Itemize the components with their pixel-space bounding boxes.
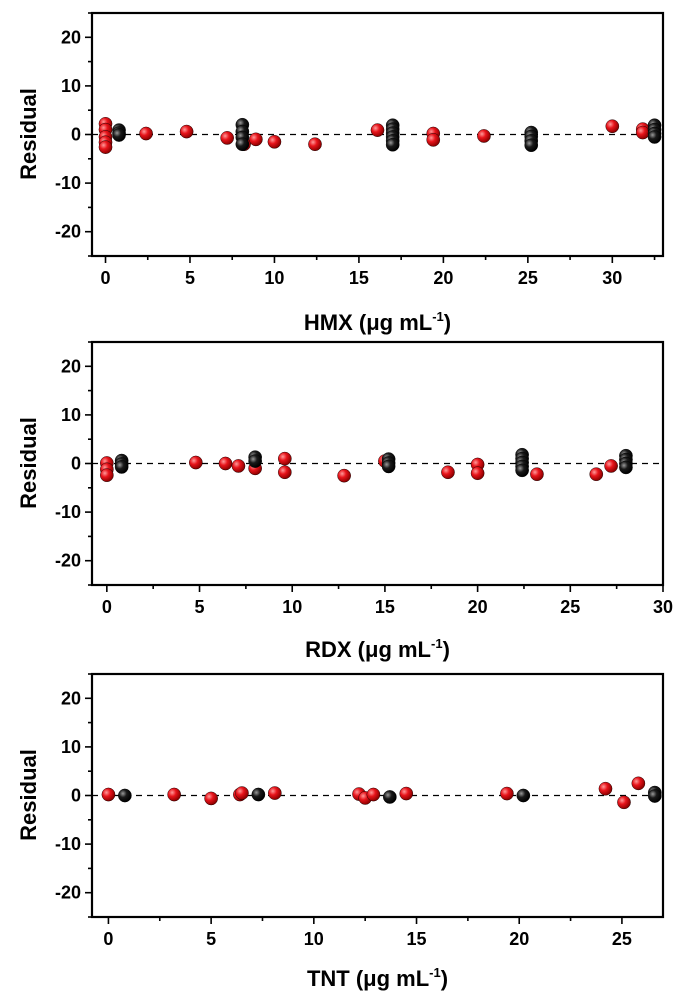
y-tick-label: 20 [61, 356, 81, 376]
data-point-s1-4 [189, 455, 203, 470]
data-point-s1-11 [500, 786, 514, 801]
x-tick-label: 10 [282, 597, 302, 617]
x-tick-label: 5 [185, 268, 195, 288]
data-point-s2-5 [248, 454, 262, 468]
data-point-s1-10 [249, 132, 263, 147]
x-axis-title: RDX (μg mL-1) [305, 636, 450, 662]
data-point-s2-7 [235, 137, 250, 152]
data-point-s1-10 [399, 786, 414, 801]
y-tick-label: 0 [71, 786, 81, 806]
y-tick-label: 0 [71, 125, 81, 145]
data-point-s1-16 [589, 467, 604, 481]
data-point-s1-17 [604, 459, 618, 473]
data-point-s1-6 [231, 459, 246, 473]
y-tick-label: 20 [61, 27, 81, 47]
data-point-s1-12 [308, 137, 322, 152]
x-tick-label: 10 [304, 929, 324, 949]
data-point-s1-13 [617, 795, 631, 810]
data-point-s1-12 [598, 781, 613, 796]
y-tick-label: 10 [61, 405, 81, 425]
y-axis-title: Residual [16, 749, 41, 841]
y-tick-label: -10 [55, 173, 81, 193]
y-tick-label: -10 [55, 502, 81, 522]
data-point-s2-3 [114, 460, 129, 474]
x-tick-label: 25 [518, 268, 538, 288]
x-tick-label: 30 [653, 597, 673, 617]
x-tick-label: 20 [433, 268, 453, 288]
y-tick-label: -20 [55, 222, 81, 242]
x-tick-label: 30 [602, 268, 622, 288]
y-tick-label: 10 [61, 76, 81, 96]
data-point-s1-11 [267, 134, 282, 149]
plot-panel-1: 20 10 0 -10 -20 0 5 10 15 20 25 30 HMX (μg mL-1) Resi… [16, 11, 665, 335]
data-point-s2-3 [383, 790, 397, 804]
data-point-s1-9 [278, 465, 292, 480]
data-point-s1-3 [204, 791, 218, 806]
x-tick-label: 25 [560, 597, 580, 617]
data-point-s1-2 [167, 787, 181, 802]
data-point-s1-17 [605, 119, 620, 134]
data-point-s1-8 [220, 131, 234, 145]
x-tick-label: 10 [264, 268, 284, 288]
x-axis-title: TNT (μg mL-1) [307, 965, 448, 991]
y-tick-label: -20 [55, 883, 81, 903]
data-point-s1-10 [337, 468, 351, 483]
plot-panel-3: 20 10 0 -10 -20 0 5 10 15 20 25 TNT (μg mL-1) Residu… [16, 672, 665, 991]
data-point-s1-19 [635, 125, 650, 140]
data-point-s2-13 [515, 463, 529, 478]
data-point-s1-6 [139, 126, 153, 141]
data-point-s1-16 [477, 129, 491, 143]
data-point-s2-8 [381, 459, 396, 474]
y-axis-title: Residual [16, 88, 41, 180]
data-point-s2-17 [619, 460, 633, 475]
plot-panel-2: 20 10 0 -10 -20 0 5 10 15 20 25 30 RDX (μg mL-1) Resi… [16, 340, 673, 662]
data-point-s1-5 [235, 786, 249, 800]
y-axis-title: Residual [16, 417, 41, 509]
x-axis-title: HMX (μg mL-1) [304, 309, 451, 335]
data-point-s2-3 [112, 128, 126, 142]
x-tick-label: 15 [407, 929, 427, 949]
x-tick-label: 20 [468, 597, 488, 617]
data-point-s2-21 [647, 130, 662, 144]
x-tick-label: 20 [509, 929, 529, 949]
data-point-s2-17 [524, 138, 539, 152]
y-tick-label: 0 [71, 454, 81, 474]
data-point-s1-8 [278, 451, 292, 466]
x-tick-label: 25 [612, 929, 632, 949]
data-point-s2-1 [118, 788, 132, 803]
data-point-s1-7 [179, 124, 194, 139]
data-point-s1-15 [426, 133, 441, 147]
data-point-s1-14 [631, 776, 646, 791]
data-point-s1-15 [530, 467, 544, 481]
data-point-s1-9 [366, 787, 381, 802]
data-point-s1-14 [470, 466, 485, 481]
x-tick-label: 0 [102, 597, 112, 617]
x-tick-label: 5 [195, 597, 205, 617]
x-tick-label: 15 [349, 268, 369, 288]
y-tick-label: -20 [55, 551, 81, 571]
data-point-s2-2 [251, 787, 266, 802]
data-point-s1-6 [268, 786, 282, 800]
data-point-s1-3 [100, 468, 114, 482]
data-point-s1-5 [218, 456, 233, 471]
data-point-s2-6 [647, 789, 662, 803]
data-point-s2-13 [385, 137, 400, 152]
y-tick-label: 20 [61, 688, 81, 708]
data-point-s1-12 [441, 465, 455, 480]
x-tick-label: 15 [375, 597, 395, 617]
data-point-s1-13 [370, 123, 385, 137]
data-point-s1-1 [101, 787, 116, 802]
y-tick-label: -10 [55, 834, 81, 854]
x-tick-label: 0 [103, 929, 113, 949]
x-tick-label: 0 [101, 268, 111, 288]
y-tick-label: 10 [61, 737, 81, 757]
data-point-s1-5 [98, 140, 113, 154]
x-tick-label: 5 [206, 929, 216, 949]
data-point-s2-4 [516, 788, 531, 803]
